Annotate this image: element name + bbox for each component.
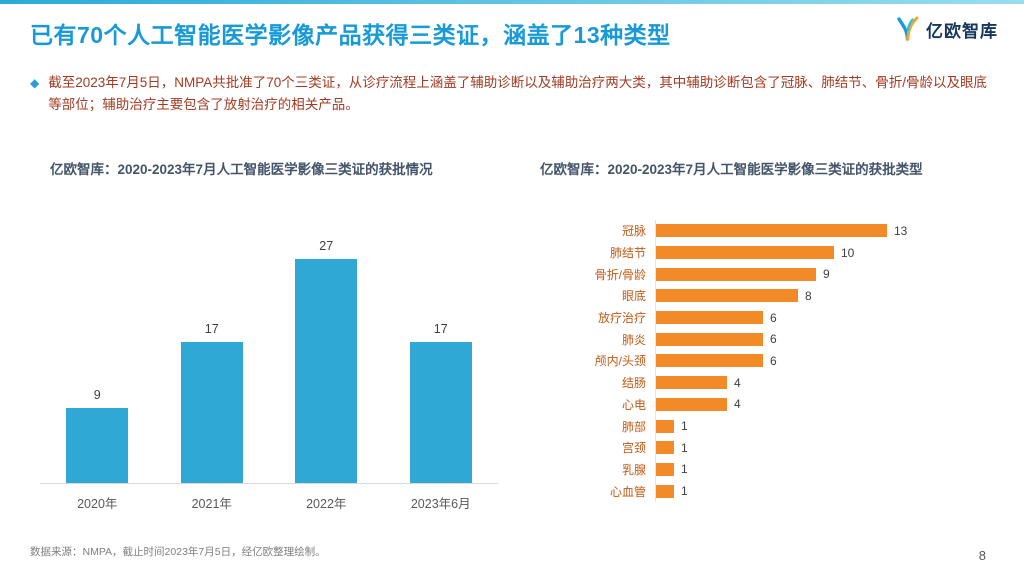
bar-value-label: 9 [93, 388, 101, 402]
bar-row: 心电 4 [622, 394, 1000, 416]
category-label: 冠脉 [621, 224, 646, 239]
bar-row: 骨折/骨龄 9 [595, 263, 1000, 285]
logo: 亿欧智库 [895, 16, 998, 42]
bar-row: 乳腺 1 [622, 459, 1000, 481]
bar-value-label: 1 [681, 440, 688, 455]
bar [656, 224, 887, 238]
bar-column: 17 [384, 322, 499, 483]
bar [656, 354, 763, 368]
bar-value-label: 17 [204, 322, 219, 336]
bar [656, 441, 674, 455]
data-source-note: 数据来源：NMPA，截止时间2023年7月5日，经亿欧整理绘制。 [30, 546, 326, 558]
bar-row: 冠脉 13 [622, 220, 1000, 242]
bar-value-label: 6 [770, 310, 777, 325]
bar [180, 342, 243, 483]
category-label: 肺炎 [621, 332, 646, 347]
category-label: 眼底 [621, 289, 646, 304]
bar-row: 眼底 8 [622, 285, 1000, 307]
logo-icon [897, 16, 919, 41]
bar [656, 246, 834, 260]
bar-value-label: 13 [894, 223, 908, 238]
bar-row: 宫颈 1 [622, 437, 1000, 459]
bar-column: 27 [269, 239, 384, 483]
bar-value-label: 1 [681, 462, 688, 477]
diamond-bullet-icon: ◆ [30, 76, 40, 90]
category-label: 结肠 [621, 376, 646, 391]
approvals-by-type-chart: 亿欧智库：2020-2023年7月人工智能医学影像三类证的获批类型 冠脉 13 肺结… [540, 158, 1000, 502]
bar-value-label: 17 [433, 322, 448, 336]
bar [656, 462, 674, 476]
category-label: 心血管 [609, 484, 646, 499]
bar-row: 心血管 1 [610, 480, 1000, 502]
category-label: 骨折/骨龄 [594, 267, 646, 282]
category-label: 放疗治疗 [597, 311, 646, 326]
page-number: 8 [978, 548, 986, 563]
x-axis-label: 2020年 [77, 497, 118, 511]
bar [66, 408, 129, 483]
logo-text: 亿欧智库 [926, 21, 998, 41]
category-label: 肺结节 [609, 246, 646, 261]
bar-value-label: 4 [734, 375, 741, 390]
x-axis-label: 2022年 [306, 497, 347, 511]
bar-value-label: 6 [770, 353, 777, 368]
category-label: 心电 [621, 397, 646, 412]
page-title: 已有70个人工智能医学影像产品获得三类证，涵盖了13种类型 [30, 22, 671, 48]
vertical-bar-labels: 2020年 2021年 2022年 2023年6月 [40, 484, 498, 512]
bar-column: 17 [155, 322, 270, 483]
bar-row: 肺炎 6 [622, 328, 1000, 350]
vertical-bar-area: 9 17 27 17 [40, 202, 498, 484]
bar-value-label: 9 [823, 267, 830, 282]
bar [656, 419, 674, 433]
bar [656, 289, 798, 303]
bar-row: 结肠 4 [622, 372, 1000, 394]
bar-value-label: 1 [681, 419, 688, 434]
intro-block: ◆ 截至2023年7月5日，NMPA共批准了70个三类证，从诊疗流程上涵盖了辅助… [30, 72, 994, 116]
top-accent-line [0, 0, 1024, 4]
bar-value-label: 6 [770, 332, 777, 347]
horizontal-bar-rows: 冠脉 13 肺结节 10 骨折/骨龄 9 眼底 8 放疗治疗 6 肺炎 6 颅内/头颈 6 结肠 4 心电 4 肺部… [595, 220, 1000, 502]
category-label: 肺部 [621, 419, 646, 434]
bar [656, 311, 763, 325]
right-chart-title: 亿欧智库：2020-2023年7月人工智能医学影像三类证的获批类型 [540, 162, 923, 177]
bar-row: 肺结节 10 [610, 242, 1000, 264]
bar [656, 484, 674, 498]
intro-text: 截至2023年7月5日，NMPA共批准了70个三类证，从诊疗流程上涵盖了辅助诊断… [48, 75, 988, 112]
bar-value-label: 1 [681, 484, 688, 499]
x-axis-label: 2023年6月 [410, 497, 471, 511]
bar-value-label: 27 [319, 239, 334, 253]
bar-value-label: 4 [734, 397, 741, 412]
bar [295, 259, 358, 483]
x-axis-label: 2021年 [191, 497, 232, 511]
bar-column: 9 [40, 388, 155, 483]
bar [656, 332, 763, 346]
category-label: 乳腺 [621, 462, 646, 477]
approvals-by-year-chart: 亿欧智库：2020-2023年7月人工智能医学影像三类证的获批情况 9 17 27 1… [40, 158, 498, 512]
category-label: 宫颈 [621, 441, 646, 456]
bar-row: 颅内/头颈 6 [595, 350, 1000, 372]
bar [656, 397, 727, 411]
bar-value-label: 8 [805, 288, 812, 303]
left-chart-title: 亿欧智库：2020-2023年7月人工智能医学影像三类证的获批情况 [50, 162, 433, 177]
bar-row: 肺部 1 [622, 415, 1000, 437]
bar [409, 342, 472, 483]
category-label: 颅内/头颈 [594, 354, 646, 369]
bar-row: 放疗治疗 6 [598, 307, 1000, 329]
bar [656, 376, 727, 390]
bar-value-label: 10 [841, 245, 855, 260]
bar [656, 267, 816, 281]
